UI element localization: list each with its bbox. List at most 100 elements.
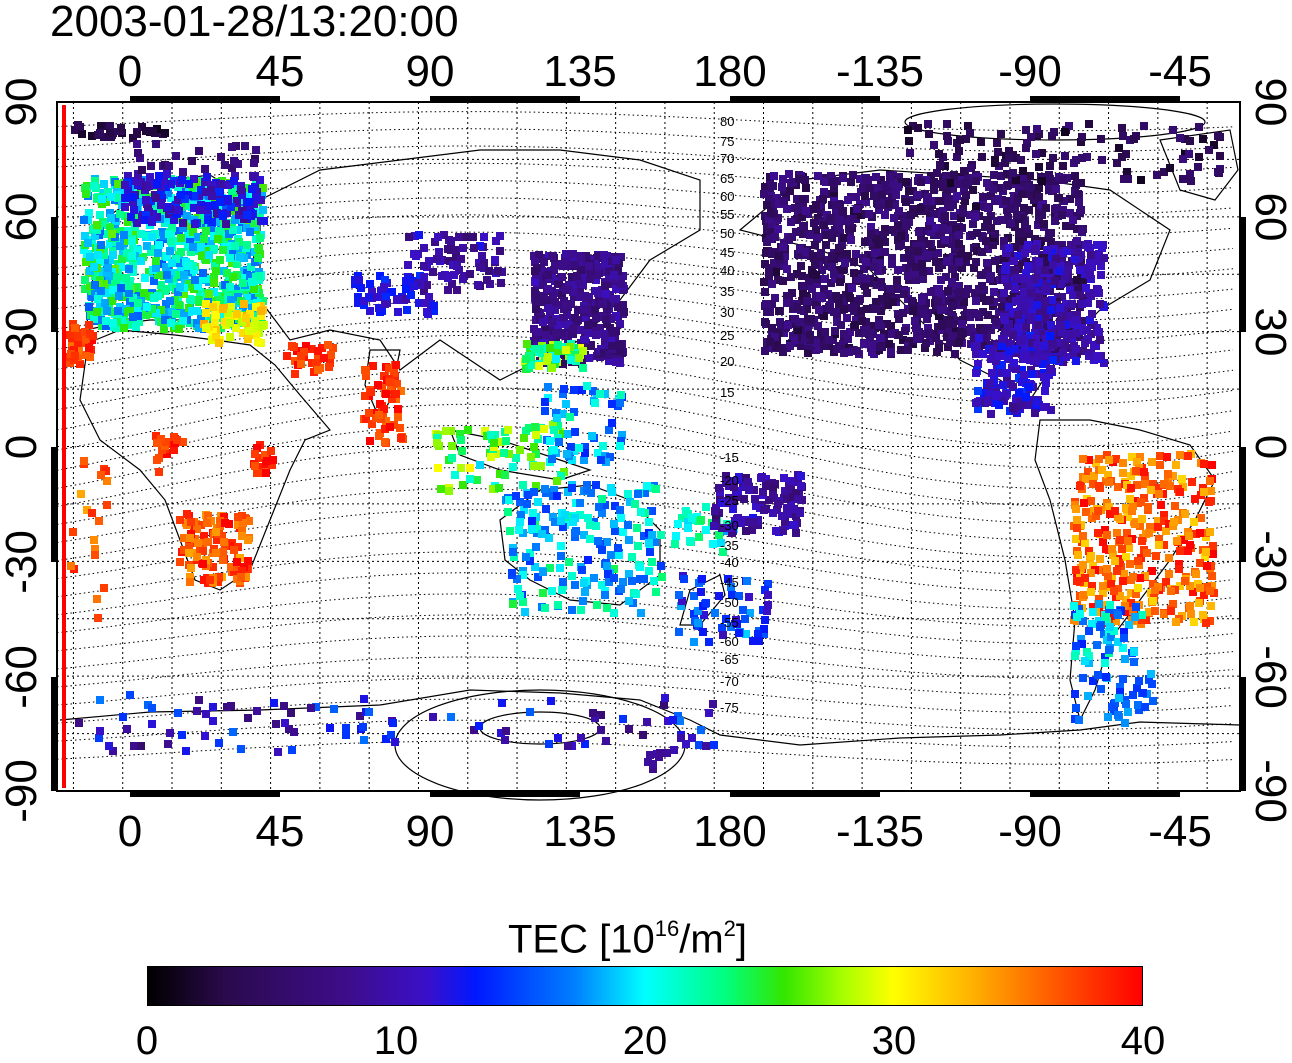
tec-pixel [833,345,841,353]
tec-pixel [872,173,880,181]
tec-pixel [973,310,981,318]
tec-pixel [462,233,470,241]
tec-pixel [887,348,895,356]
tec-pixel [694,619,702,627]
tec-pixel [569,250,577,258]
tec-pixel [984,204,992,212]
tec-pixel [1051,217,1059,225]
tec-pixel [955,231,963,239]
tec-pixel [1151,587,1159,595]
tec-pixel [121,203,129,211]
tec-pixel [203,519,211,527]
tec-pixel [811,260,819,268]
tec-pixel [750,518,758,526]
tec-pixel [796,245,804,253]
tec-pixel [1014,311,1022,319]
tec-pixel [764,601,772,609]
tec-pixel [1165,570,1173,578]
tec-pixel [612,358,620,366]
tec-pixel [799,195,807,203]
tec-pixel [476,461,484,469]
tec-pixel [672,532,680,540]
tec-pixel [583,382,591,390]
tec-pixel [918,297,926,305]
tec-pixel [955,240,963,248]
tec-pixel [1088,263,1096,271]
tec-pixel [1067,241,1075,249]
tec-pixel [185,549,193,557]
tec-pixel [596,390,604,398]
tec-pixel [522,355,530,363]
tec-pixel [1105,456,1113,464]
tec-pixel [167,319,175,327]
tec-pixel [778,183,786,191]
tec-pixel [1199,611,1207,619]
tec-pixel [152,264,160,272]
tec-pixel [711,609,719,617]
tec-pixel [1012,176,1020,184]
tec-pixel [224,197,232,205]
tec-pixel [1119,577,1127,585]
tec-pixel [956,288,964,296]
tec-pixel [106,122,114,130]
tec-pixel [153,180,161,188]
tec-pixel [537,462,545,470]
tec-pixel [575,444,583,452]
tec-pixel [357,284,365,292]
tec-pixel [1194,163,1202,171]
tec-pixel [155,172,163,180]
tec-pixel [920,310,928,318]
tec-pixel [907,211,915,219]
tec-pixel [528,517,536,525]
tec-pixel [1027,316,1035,324]
tec-pixel [208,192,216,200]
tec-pixel [960,167,968,175]
tec-pixel [562,250,570,258]
tec-pixel [646,548,654,556]
tec-pixel [410,282,418,290]
tec-pixel [1151,607,1159,615]
tec-pixel [1011,345,1019,353]
tec-pixel [134,178,142,186]
tec-pixel [1113,567,1121,575]
tec-pixel [1169,600,1177,608]
tec-pixel [941,212,949,220]
tec-pixel [237,573,245,581]
tec-pixel [1162,527,1170,535]
tec-pixel [562,286,570,294]
tec-pixel [517,511,525,519]
tec-pixel [167,237,175,245]
tec-pixel [926,217,934,225]
tec-pixel [943,120,951,128]
tec-pixel [438,272,446,280]
tec-pixel [113,273,121,281]
tec-pixel [861,238,869,246]
tec-pixel [226,254,234,262]
tec-pixel [608,342,616,350]
tec-pixel [984,396,992,404]
tec-pixel [591,306,599,314]
tec-pixel [568,484,576,492]
tec-pixel [238,532,246,540]
tec-pixel [797,472,805,480]
tec-pixel [386,378,394,386]
tec-pixel [478,252,486,260]
tec-pixel [1061,341,1069,349]
tec-pixel [616,341,624,349]
tec-pixel [1164,470,1172,478]
tec-pixel [908,297,916,305]
tec-pixel [594,449,602,457]
tec-pixel [1047,238,1055,246]
tec-pixel [794,495,802,503]
tec-pixel [946,179,954,187]
tec-pixel [228,143,236,151]
tec-pixel [476,263,484,271]
tec-pixel [556,564,564,572]
tec-pixel [675,628,683,636]
tec-pixel [1119,132,1127,140]
tec-pixel [972,297,980,305]
tec-pixel [177,248,185,256]
tec-pixel [950,171,958,179]
tec-pixel [519,481,527,489]
tec-pixel [711,507,719,515]
